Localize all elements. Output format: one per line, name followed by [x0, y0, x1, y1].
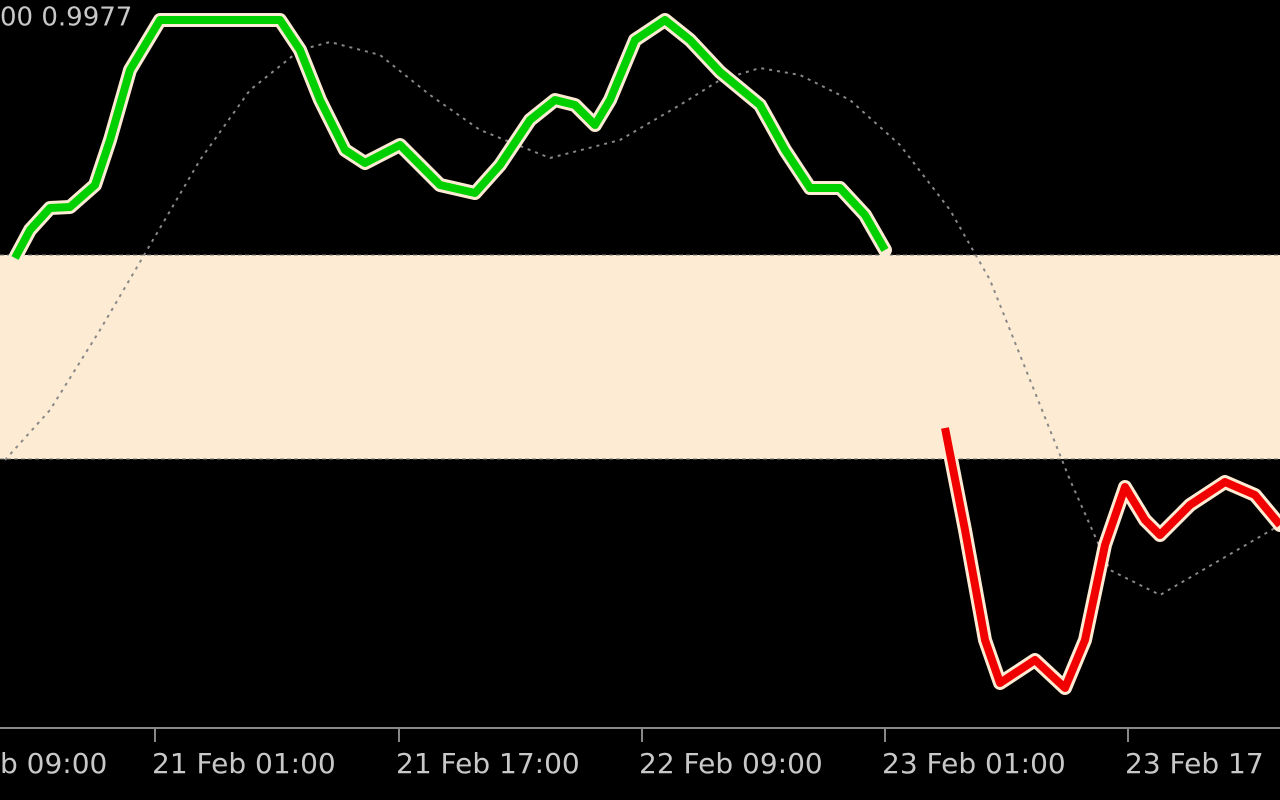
signal-line [4, 40, 1280, 597]
time-label: 23 Feb 01:00 [882, 747, 1066, 780]
time-label: 21 Feb 17:00 [396, 747, 580, 780]
level-band [0, 255, 1280, 459]
time-label: 22 Feb 09:00 [639, 747, 823, 780]
time-label: 23 Feb 17 [1125, 747, 1264, 780]
time-label: 21 Feb 01:00 [152, 747, 336, 780]
indicator-values: 00 0.9977 [0, 3, 132, 33]
red-line [941, 427, 1280, 692]
green-line [11, 16, 889, 260]
time-label: b 09:00 [0, 747, 107, 780]
